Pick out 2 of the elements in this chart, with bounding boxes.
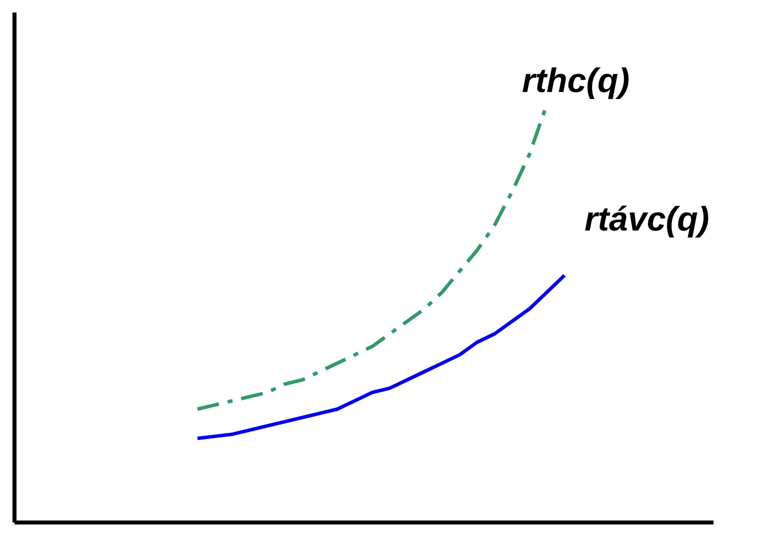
series-label: rtávc(q) xyxy=(584,200,710,238)
series-label: rthc(q) xyxy=(522,62,630,100)
